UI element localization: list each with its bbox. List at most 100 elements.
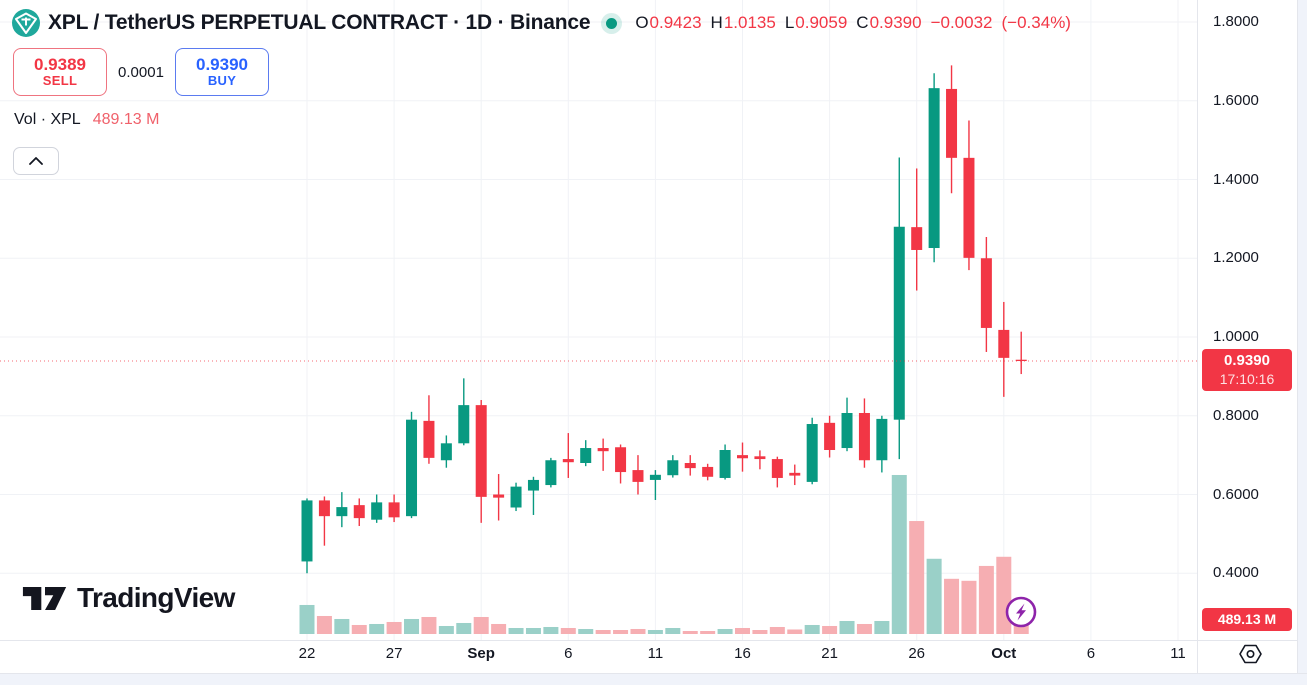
tradingview-brand-text: TradingView <box>77 582 235 613</box>
volume-bar[interactable] <box>595 629 611 634</box>
volume-bar[interactable] <box>978 565 994 634</box>
candle-body[interactable] <box>440 443 452 461</box>
symbol-title[interactable]: XPL / TetherUS PERPETUAL CONTRACT · 1D ·… <box>48 11 591 34</box>
candle-body[interactable] <box>928 88 940 249</box>
volume-bar[interactable] <box>508 627 524 634</box>
volume-bar[interactable] <box>856 623 872 634</box>
candle-body[interactable] <box>858 412 870 461</box>
candle-body[interactable] <box>702 466 714 477</box>
candle-body[interactable] <box>371 502 383 520</box>
volume-bar[interactable] <box>822 625 838 634</box>
volume-bar[interactable] <box>909 521 925 634</box>
candle-body[interactable] <box>632 470 644 482</box>
volume-bar[interactable] <box>351 624 367 634</box>
candle-body[interactable] <box>806 424 818 482</box>
tradingview-watermark[interactable]: TradingView <box>22 582 235 614</box>
candle-body[interactable] <box>597 448 609 452</box>
volume-bar[interactable] <box>491 623 507 634</box>
pane-collapse-button[interactable] <box>13 147 59 175</box>
volume-bar[interactable] <box>613 629 629 634</box>
candle-body[interactable] <box>318 500 330 517</box>
candle-body[interactable] <box>510 486 522 508</box>
volume-bar[interactable] <box>874 620 890 634</box>
candle-body[interactable] <box>353 505 365 519</box>
candle-body[interactable] <box>562 459 574 463</box>
candle-body[interactable] <box>789 472 801 476</box>
volume-bar[interactable] <box>647 629 663 634</box>
candle-body[interactable] <box>545 460 557 486</box>
volume-bar[interactable] <box>891 474 907 634</box>
bar-countdown: 17:10:16 <box>1219 371 1275 388</box>
candle-body[interactable] <box>423 420 435 458</box>
candle-body[interactable] <box>946 88 958 158</box>
volume-bar[interactable] <box>404 618 420 634</box>
sell-label: SELL <box>42 73 78 89</box>
volume-bar[interactable] <box>543 626 559 634</box>
volume-bar[interactable] <box>578 628 594 634</box>
candle-body[interactable] <box>911 227 923 250</box>
volume-bar[interactable] <box>369 623 385 634</box>
sell-button[interactable]: 0.9389 SELL <box>13 48 107 96</box>
candle-body[interactable] <box>667 460 679 476</box>
volume-bar[interactable] <box>700 630 716 634</box>
volume-bar[interactable] <box>334 618 350 634</box>
ohlc-values: O 0.9423 H 1.0135 L 0.9059 C 0.9390 −0.0032 … <box>635 13 1071 33</box>
volume-bar[interactable] <box>456 622 472 634</box>
candle-body[interactable] <box>301 500 313 562</box>
last-price-tag[interactable]: 0.9390 17:10:16 <box>1202 349 1292 392</box>
candle-body[interactable] <box>615 447 627 473</box>
volume-bar[interactable] <box>560 627 576 634</box>
volume-bar[interactable] <box>926 558 942 634</box>
candle-body[interactable] <box>754 456 766 460</box>
candle-body[interactable] <box>406 419 418 517</box>
candle-body[interactable] <box>458 405 470 444</box>
candle-body[interactable] <box>963 157 975 258</box>
candle-body[interactable] <box>893 226 905 420</box>
volume-bar[interactable] <box>735 627 750 634</box>
volume-bar[interactable] <box>787 629 803 634</box>
volume-bar[interactable] <box>769 626 785 634</box>
volume-bar[interactable] <box>682 630 698 634</box>
time-axis-settings-icon[interactable] <box>1238 642 1263 671</box>
volume-bar[interactable] <box>421 616 437 634</box>
volume-bar[interactable] <box>961 580 977 634</box>
candle-body[interactable] <box>388 502 400 518</box>
low-label: L <box>784 13 795 32</box>
candle-body[interactable] <box>824 422 836 451</box>
volume-bar[interactable] <box>944 578 960 634</box>
volume-bar[interactable] <box>717 628 733 634</box>
volume-bar[interactable] <box>386 621 402 634</box>
volume-study-value: 489.13 M <box>92 111 160 128</box>
candle-body[interactable] <box>649 474 661 480</box>
chart-legend: XPL / TetherUS PERPETUAL CONTRACT · 1D ·… <box>12 9 1071 37</box>
candle-body[interactable] <box>336 507 348 517</box>
candle-body[interactable] <box>580 448 592 463</box>
volume-bar[interactable] <box>665 627 681 634</box>
volume-study-label[interactable]: Vol · XPL <box>14 111 81 128</box>
buy-button[interactable]: 0.9390 BUY <box>175 48 269 96</box>
candle-body[interactable] <box>998 329 1010 358</box>
volume-bar[interactable] <box>752 629 768 634</box>
candle-body[interactable] <box>737 455 748 459</box>
market-status-dot-icon[interactable] <box>606 17 618 29</box>
candle-body[interactable] <box>876 418 888 461</box>
volume-bar[interactable] <box>316 615 332 634</box>
candle-body[interactable] <box>719 450 731 478</box>
candle-body[interactable] <box>684 463 696 469</box>
candle-body[interactable] <box>841 412 853 449</box>
candle-body[interactable] <box>475 405 487 497</box>
volume-bar[interactable] <box>473 616 489 634</box>
candle-body[interactable] <box>527 479 539 491</box>
volume-bar[interactable] <box>438 625 454 634</box>
volume-bar[interactable] <box>630 628 646 634</box>
volume-bar[interactable] <box>299 604 315 634</box>
volume-bar[interactable] <box>839 620 855 634</box>
candle-body[interactable] <box>1015 359 1027 362</box>
volume-bar[interactable] <box>804 624 820 634</box>
candle-body[interactable] <box>771 459 783 478</box>
lightning-icon[interactable] <box>1005 596 1037 633</box>
volume-bar[interactable] <box>525 627 541 634</box>
candle-body[interactable] <box>980 258 992 328</box>
candle-body[interactable] <box>493 494 505 498</box>
